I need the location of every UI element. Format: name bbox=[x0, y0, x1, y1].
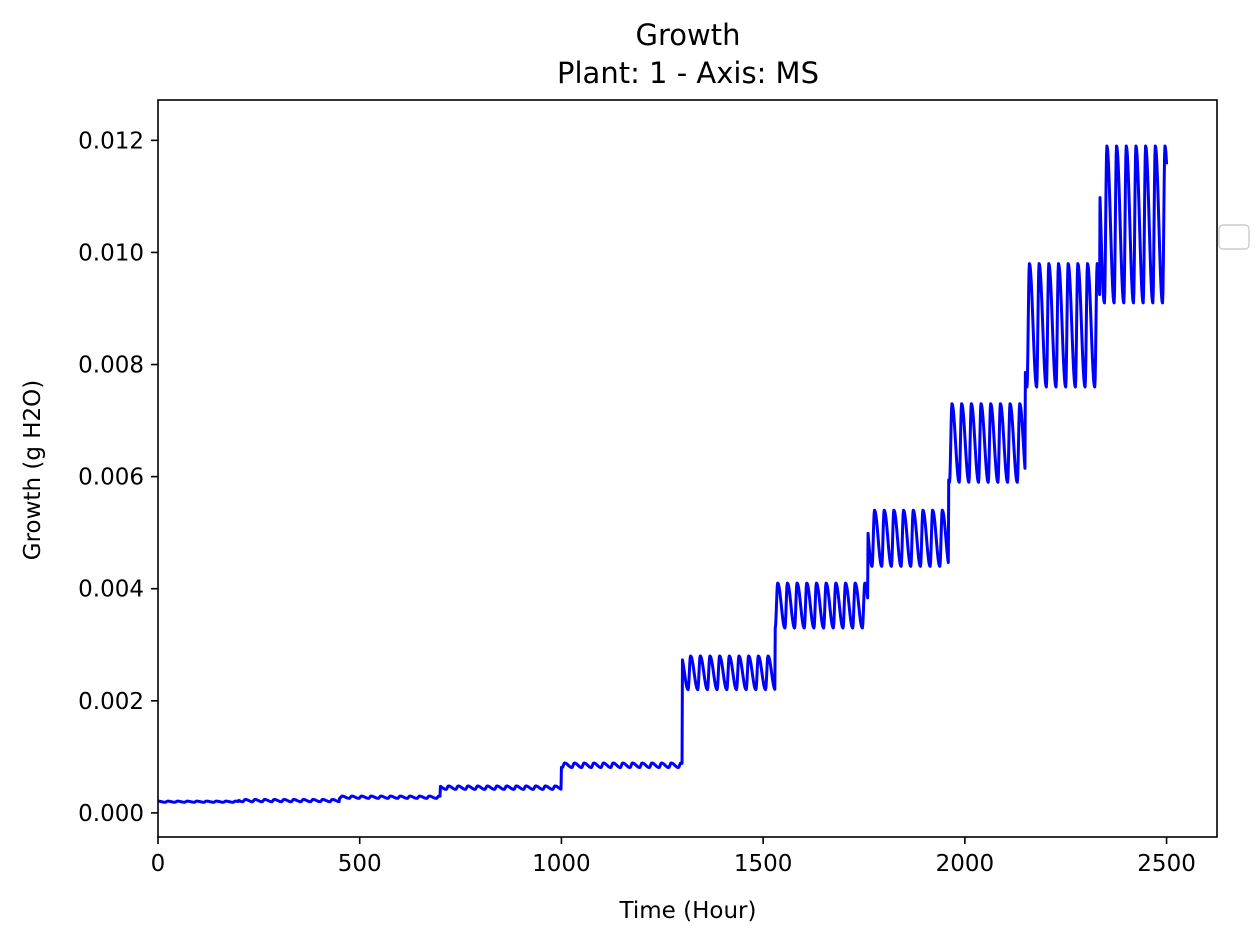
x-tick-label: 0 bbox=[151, 851, 166, 877]
y-tick-label: 0.004 bbox=[78, 577, 144, 603]
y-tick-label: 0.010 bbox=[78, 240, 144, 266]
x-tick-label: 2500 bbox=[1137, 851, 1196, 877]
y-tick-label: 0.002 bbox=[78, 689, 144, 715]
x-axis-label: Time (Hour) bbox=[619, 898, 757, 924]
growth-series-line bbox=[156, 144, 1169, 804]
y-tick-label: 0.000 bbox=[78, 801, 144, 827]
y-tick-label: 0.012 bbox=[78, 128, 144, 154]
chart-subtitle: Plant: 1 - Axis: MS bbox=[557, 56, 819, 90]
x-tick-label: 1500 bbox=[734, 851, 793, 877]
y-axis-label: Growth (g H2O) bbox=[20, 380, 46, 560]
chart-title: Growth bbox=[636, 18, 741, 52]
x-tick-label: 500 bbox=[338, 851, 382, 877]
plot-frame bbox=[157, 99, 1218, 838]
y-axis-ticks: 0.000 0.002 0.004 0.006 0.008 0.010 0.012 bbox=[78, 128, 158, 827]
y-tick-label: 0.006 bbox=[78, 465, 144, 491]
legend-box bbox=[1218, 224, 1250, 250]
x-axis-ticks: 0 500 1000 1500 2000 2500 bbox=[151, 837, 1196, 877]
x-tick-label: 2000 bbox=[936, 851, 995, 877]
y-tick-label: 0.008 bbox=[78, 353, 144, 379]
x-tick-label: 1000 bbox=[532, 851, 591, 877]
plot-area bbox=[156, 144, 1169, 804]
